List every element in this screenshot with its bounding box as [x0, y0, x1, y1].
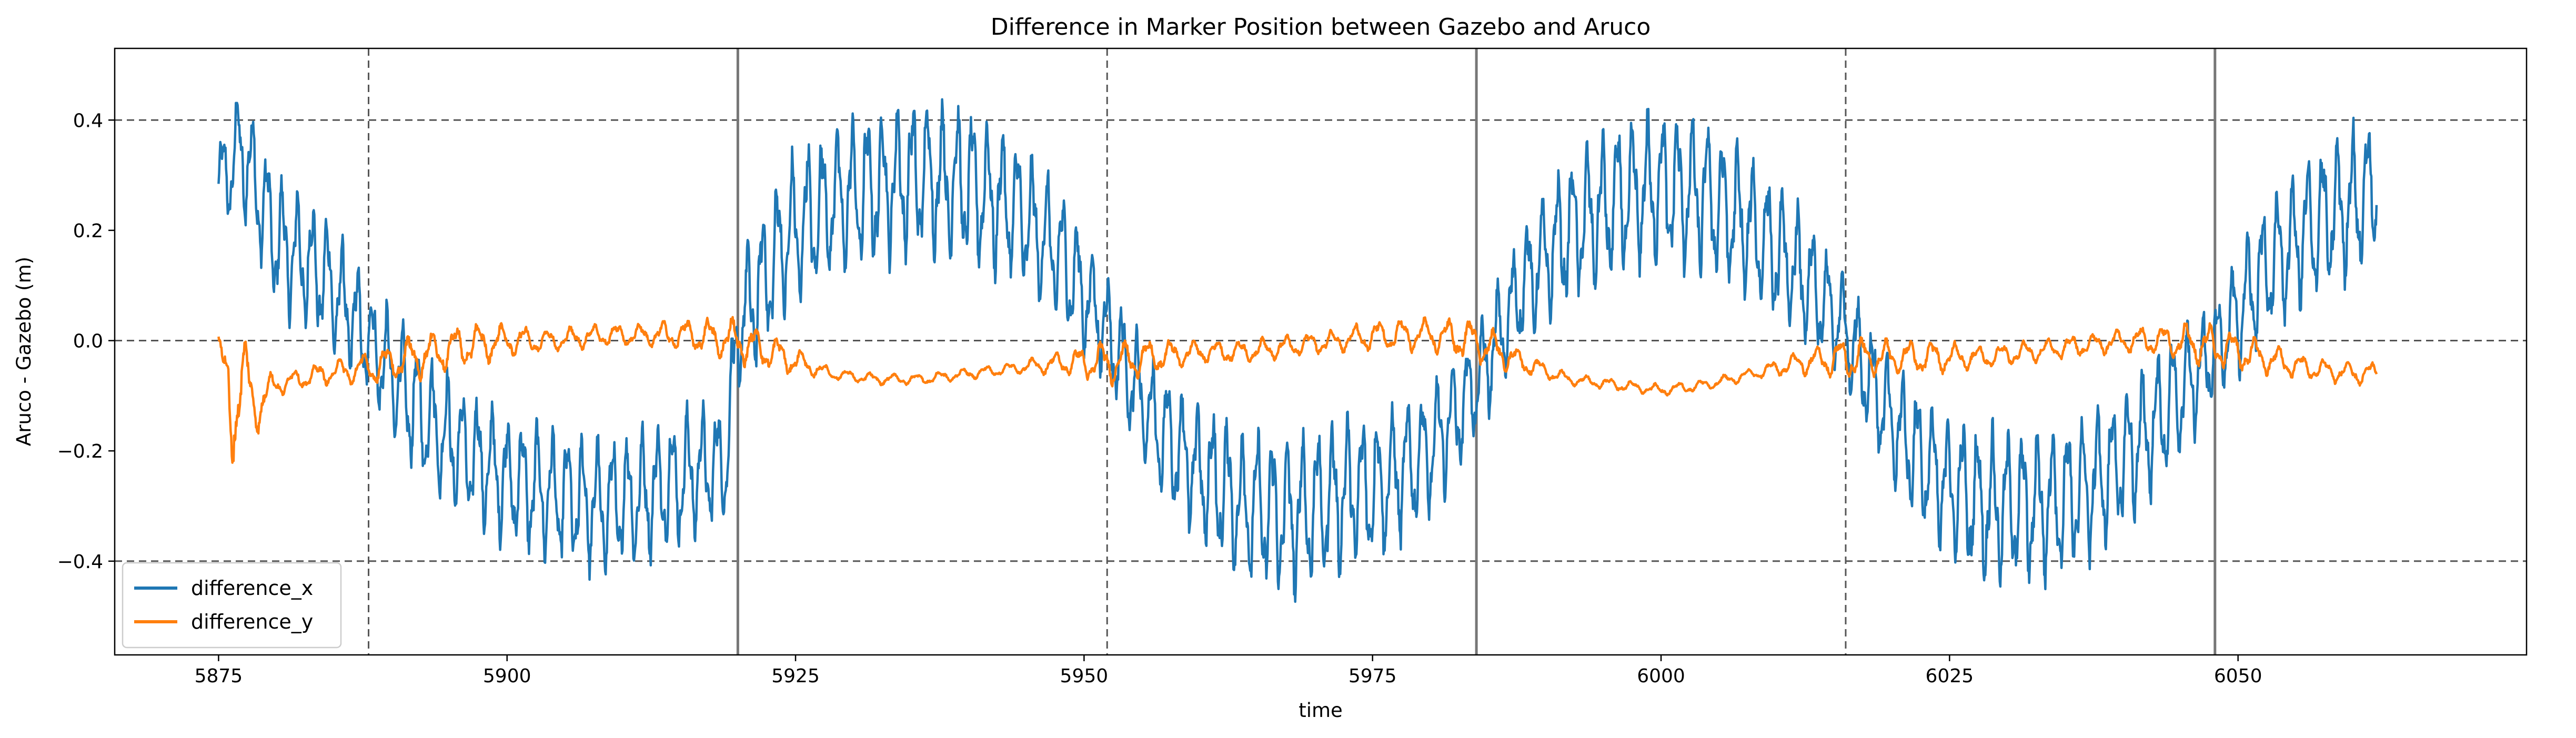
chart-title: Difference in Marker Position between Ga…: [991, 14, 1651, 41]
x-tick-label: 6050: [2214, 665, 2262, 687]
series-line-difference-y: [217, 316, 2378, 464]
legend-label: difference_y: [191, 610, 313, 633]
legend-label: difference_x: [191, 577, 313, 600]
y-tick-label: 0.0: [73, 331, 103, 352]
plot-frame: [114, 47, 2528, 656]
x-axis: 5875 5900 5925 5950 5975 6000 6025 6050: [195, 655, 2262, 687]
y-tick-label: 0.4: [73, 110, 103, 132]
legend-box: [122, 562, 342, 649]
legend: difference_x difference_y: [122, 562, 342, 649]
series-line-difference-x: [217, 98, 2378, 603]
y-axis: −0.4 −0.2 0.0 0.2 0.4: [57, 110, 115, 573]
x-tick-label: 5950: [1060, 665, 1109, 687]
y-tick-label: 0.2: [73, 220, 103, 242]
x-tick-label: 5875: [195, 665, 243, 687]
y-tick-label: −0.2: [57, 441, 103, 462]
x-tick-label: 5900: [483, 665, 531, 687]
x-tick-label: 5925: [771, 665, 820, 687]
y-axis-label: Aruco - Gazebo (m): [13, 257, 35, 446]
x-tick-label: 6025: [1926, 665, 1974, 687]
y-tick-label: −0.4: [57, 551, 103, 573]
x-tick-label: 5975: [1349, 665, 1397, 687]
x-tick-label: 6000: [1637, 665, 1685, 687]
x-axis-label: time: [1299, 699, 1343, 722]
series-layer: [217, 98, 2378, 603]
